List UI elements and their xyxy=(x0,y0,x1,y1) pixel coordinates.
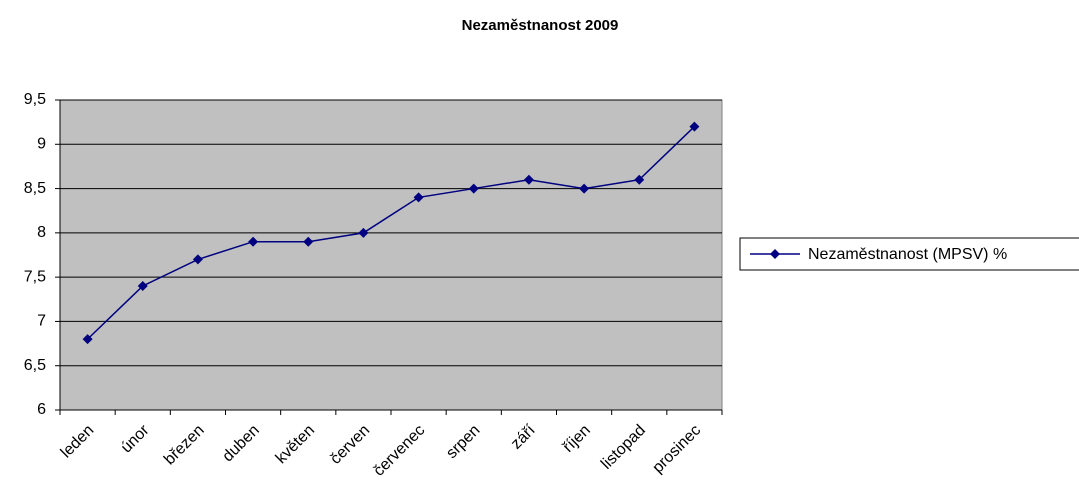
marker xyxy=(192,254,203,265)
x-tick-label: prosinec xyxy=(649,422,704,477)
x-tick-label: září xyxy=(508,421,539,452)
y-tick-label: 9 xyxy=(37,136,46,153)
marker xyxy=(468,183,479,194)
legend-marker xyxy=(770,249,780,259)
x-tick-label: listopad xyxy=(598,422,649,473)
marker xyxy=(137,281,148,291)
marker xyxy=(82,334,93,345)
marker xyxy=(248,236,259,247)
line xyxy=(87,126,695,340)
marker xyxy=(523,174,534,185)
x-tick-label: březen xyxy=(161,422,208,469)
x-tick-label: únor xyxy=(118,421,153,456)
y-tick-label: 7 xyxy=(37,313,46,330)
y-tick-label: 6,5 xyxy=(24,357,46,374)
x-tick-label: červenec xyxy=(370,422,428,480)
chart-title: Nezaměstnanost 2009 xyxy=(462,17,619,34)
legend-label: Nezaměstnanost (MPSV) % xyxy=(808,246,1007,263)
marker xyxy=(358,227,369,238)
marker xyxy=(634,174,645,185)
marker xyxy=(413,192,424,203)
y-tick-label: 6 xyxy=(37,401,46,418)
marker xyxy=(579,183,590,194)
plot-area xyxy=(59,99,723,411)
marker xyxy=(303,236,314,247)
x-tick-label: leden xyxy=(58,422,98,462)
x-tick-label: srpen xyxy=(443,422,483,462)
x-tick-label: květen xyxy=(273,422,318,467)
x-tick-label: duben xyxy=(219,422,262,465)
y-tick-label: 7,5 xyxy=(24,268,46,285)
x-tick-label: říjen xyxy=(560,422,594,456)
y-tick-label: 8 xyxy=(37,224,46,241)
marker xyxy=(689,121,700,132)
y-tick-label: 9,5 xyxy=(24,91,46,108)
x-tick-label: červen xyxy=(327,422,373,468)
y-tick-label: 8,5 xyxy=(24,180,46,197)
